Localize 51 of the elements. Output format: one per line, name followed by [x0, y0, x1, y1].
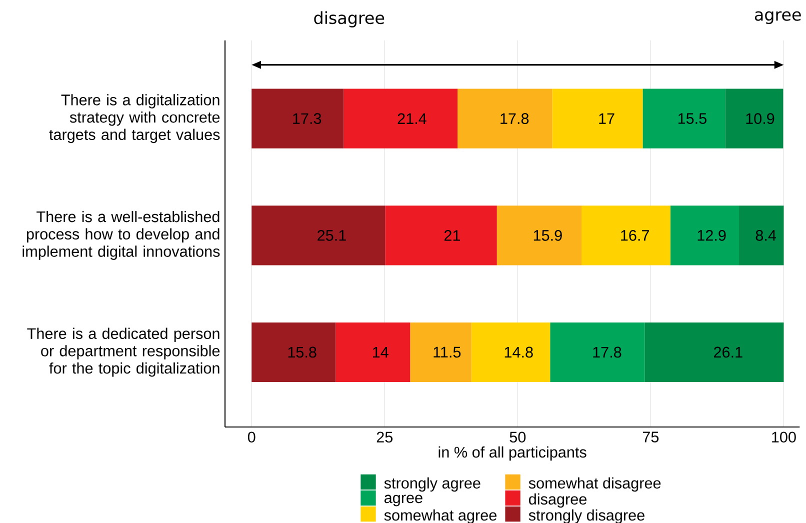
data-label: 25.1: [318, 230, 346, 241]
data-label: 15.8: [288, 346, 316, 358]
x-axis-title: in % of all participants: [438, 446, 586, 461]
bar: [344, 88, 458, 148]
y-tick-label: There is a dedicated person or department responsible for the topic digitalization: [27, 328, 220, 377]
data-label: 17: [599, 113, 614, 124]
bar: [336, 322, 410, 382]
bar: [252, 206, 386, 266]
data-label: 14: [373, 346, 388, 358]
data-label: 16.7: [621, 230, 649, 241]
bar: [252, 322, 336, 382]
data-label: 11.5: [434, 346, 461, 358]
data-label: 15.5: [678, 113, 706, 124]
legend-label: strongly agree: [384, 477, 480, 492]
data-label: 8.4: [756, 230, 776, 241]
data-label: 21: [444, 230, 460, 241]
bar: [252, 88, 344, 148]
bar: [725, 88, 784, 148]
text: disagree: [314, 11, 384, 28]
legend-label: somewhat disagree: [528, 477, 661, 492]
bar: [642, 88, 726, 148]
data-label: 12.9: [698, 230, 726, 241]
bar: [496, 206, 582, 266]
x-tick-label: 50: [510, 432, 526, 443]
data-label: 17.3: [293, 113, 322, 124]
data-label: 17.8: [593, 346, 622, 358]
bar: [458, 88, 552, 148]
bar: [385, 206, 497, 266]
legend-label: disagree: [529, 493, 586, 508]
bar: [410, 322, 472, 382]
data-label: 26.1: [714, 346, 742, 358]
bar: [644, 322, 784, 382]
x-tick-label: 0: [248, 432, 256, 443]
data-label: 17.8: [500, 113, 529, 124]
data-label: 14.8: [504, 346, 533, 358]
bar: [550, 322, 645, 382]
data-label: 10.9: [746, 113, 774, 124]
text: agree: [754, 11, 801, 24]
bar: [552, 88, 643, 148]
legend-label: agree: [384, 494, 422, 506]
x-tick-label: 75: [642, 432, 659, 442]
bar: [582, 206, 670, 266]
y-tick-label: There is a well-established process how to develop and implement digital innovations: [22, 210, 220, 260]
x-tick-label: 100: [772, 432, 796, 443]
bar: [670, 206, 740, 266]
bar: [739, 206, 784, 266]
data-label: 15.9: [534, 230, 562, 241]
x-tick-label: 25: [376, 432, 393, 443]
y-tick-label: There is a digitalization strategy with concrete targets and target values: [49, 94, 220, 144]
data-label: 21.4: [398, 113, 426, 124]
bar: [471, 322, 550, 382]
